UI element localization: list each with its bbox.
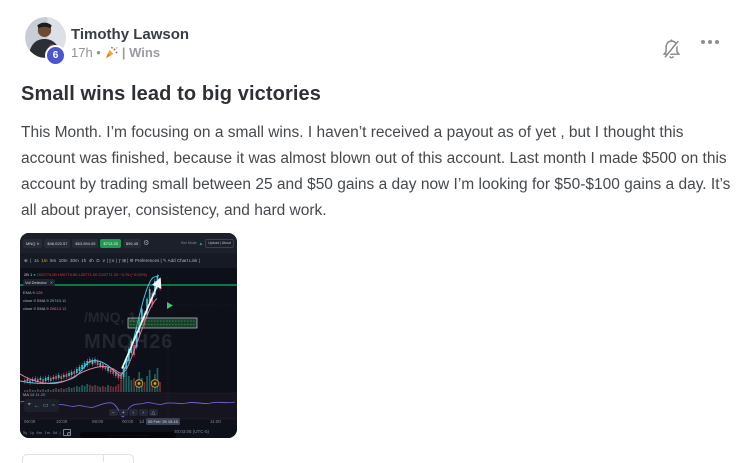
chart-nav-buttons: − + ‹ › △ xyxy=(109,409,158,416)
nav-button: △ xyxy=(149,409,158,416)
separator: | xyxy=(59,429,61,435)
fineprint-pill: ·· ····· ··· ········ ·· ······ ········… xyxy=(80,432,176,438)
post-title: Small wins lead to big victories xyxy=(21,83,321,105)
nav-button: + xyxy=(119,409,128,416)
mode-label: Sim Mode xyxy=(180,241,197,245)
range-buttons-row: 5y 1y 6m 1m 5d | xyxy=(23,429,72,436)
account-value-3: $96.45 xyxy=(122,238,142,248)
more-options-icon[interactable] xyxy=(701,40,719,44)
account-value-2: $63,594.05 xyxy=(72,238,99,248)
topbar-pill: Upload | About xyxy=(205,238,234,248)
timeframe-list: 1s 1m 5m 10m 30m 1h 4h D xyxy=(34,258,100,263)
status-badge: 6 xyxy=(45,45,66,66)
time-label: 11:00 xyxy=(210,419,221,424)
nav-button: ‹ xyxy=(129,409,138,416)
time-interval-label: 1d xyxy=(139,419,145,424)
symbol-chip: MNQ ∨ xyxy=(23,238,43,248)
plus-icon: ⊕ xyxy=(24,257,28,263)
time-label: 00:00 xyxy=(122,419,134,424)
drawing-tool-icon: ← xyxy=(33,402,40,409)
arrow-annotation xyxy=(121,277,162,369)
range-button: 1m xyxy=(44,429,51,435)
time-label: 10:00 xyxy=(56,419,68,424)
author-name[interactable]: Timothy Lawson xyxy=(71,26,190,43)
timeframe-button: 1s xyxy=(33,258,39,263)
cropped-element xyxy=(22,454,134,463)
account-bar-right: Sim Mode ▲ Upload | About xyxy=(180,238,234,248)
ohlc-readout: 2B 1 ● O20774.00 H20774.50 L20771.00 C20… xyxy=(24,272,147,277)
range-button: 5y xyxy=(23,429,28,435)
ohlc-values: O20774.00 H20774.50 L20771.00 C20771.25 … xyxy=(36,272,147,277)
chart-toolbar: ⊕ | 1s 1m 5m 10m 30m 1h 4h D ∨ | ▯∨ | ƒ ⊞ | ⚙ P… xyxy=(20,253,237,268)
post-meta: 17h • | Wins xyxy=(71,45,160,60)
drawing-tool-icon: ⌖ xyxy=(27,402,31,408)
range-list: 5y 1y 6m 1m 5d xyxy=(23,430,57,435)
legend-row-sma-1: close 9 SMA 9 20743.11 xyxy=(23,298,67,303)
attached-chart-image[interactable]: MNQ ∨ $46,020.57 $63,594.05 $713.25 $96.… xyxy=(20,233,237,438)
indicator-chip: Vol Detector ✕ xyxy=(23,279,56,286)
timeframe-button: 4h xyxy=(88,258,94,263)
timeframe-button: 30m xyxy=(70,258,79,263)
ohlc-prefix: 2B 1 xyxy=(24,272,33,277)
fast-ma-line xyxy=(20,275,160,384)
notifications-muted-bell-icon[interactable] xyxy=(661,38,682,61)
timeframe-button: 5m xyxy=(49,258,57,263)
nav-button: − xyxy=(109,409,118,416)
toolbar-rest: ∨ | ▯∨ | ƒ ⊞ | ⚙ Preferences | ✎ Add Cha… xyxy=(102,257,200,263)
group-label[interactable]: | Wins xyxy=(121,45,161,60)
timeframe-button: 10m xyxy=(58,258,68,263)
party-popper-icon xyxy=(105,46,118,58)
account-value-1: $46,020.57 xyxy=(44,238,71,248)
flag-marker xyxy=(167,302,173,309)
post-body: This Month. I’m focusing on a small wins… xyxy=(21,124,731,219)
current-time-chip: 05 Feb '25 15:15 xyxy=(146,418,180,425)
range-button: 5d xyxy=(52,429,58,435)
timeframe-button: 1m xyxy=(41,258,48,263)
range-button: 1y xyxy=(29,429,34,435)
drawing-tool-icon: ▭ xyxy=(42,403,49,409)
timeframe-button: 1h xyxy=(81,258,87,263)
timestamp: 17h • xyxy=(71,45,101,60)
slow-ma-line xyxy=(20,298,158,384)
drawing-tool-icon: ~ xyxy=(51,402,56,409)
nav-button: › xyxy=(139,409,148,416)
up-arrow-icon: ▲ xyxy=(198,240,204,246)
timeframe-button: D xyxy=(96,258,100,263)
clock-readout: 20:03:05 (UTC-5) xyxy=(174,429,210,434)
ohlc-dot: ● xyxy=(33,272,36,277)
separator: | xyxy=(30,258,32,263)
legend-row-sma-2: close 9 SMA 9 20613.12 xyxy=(23,306,67,311)
pnl-button: $713.25 xyxy=(100,238,121,248)
legend-row-lower-indicator: MA 14 11.20 xyxy=(23,392,46,397)
gear-icon: ⚙ xyxy=(143,239,150,247)
time-label: 08:00 xyxy=(92,419,104,424)
camera-icon xyxy=(63,429,72,436)
position-band xyxy=(127,317,198,329)
emoji-markers xyxy=(134,379,160,388)
drawing-tools-bar: ⌖ ← ▭ ~ xyxy=(24,399,59,412)
close-icon: ✕ xyxy=(49,280,54,285)
symbol-watermark: /MNQ, 1 MNQH26 xyxy=(84,309,174,353)
indicator-chip-label: Vol Detector xyxy=(25,280,47,285)
range-button: 6m xyxy=(36,429,43,435)
time-label: 06:00 xyxy=(24,419,36,424)
legend-row-ema: EMA 9 126 xyxy=(23,290,43,295)
chart-account-bar: MNQ ∨ $46,020.57 $63,594.05 $713.25 $96.… xyxy=(20,233,237,253)
